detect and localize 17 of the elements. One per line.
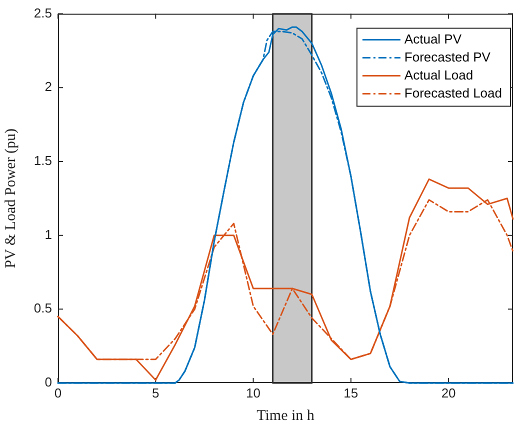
y-tick-label: 1.5 [34,153,52,168]
x-tick-label: 0 [54,385,62,400]
x-axis-title: Time in h [256,408,315,424]
y-tick-label: 0.5 [34,300,52,316]
x-tick-label: 20 [441,385,456,400]
y-tick-label: 0 [44,374,52,390]
y-tick-label: 2.5 [34,5,52,20]
y-tick-label: 2 [44,79,52,94]
x-tick-label: 5 [152,385,160,400]
legend-label: Forecasted PV [404,49,491,64]
x-tick-label: 15 [344,385,358,400]
legend-label: Forecasted Load [404,85,502,100]
y-tick-label: 1 [44,226,52,242]
legend-label: Actual PV [404,31,462,46]
y-axis-title: PV & Load Power (pu) [2,128,19,268]
legend-label: Actual Load [404,67,474,82]
x-tick-label: 10 [246,385,261,400]
